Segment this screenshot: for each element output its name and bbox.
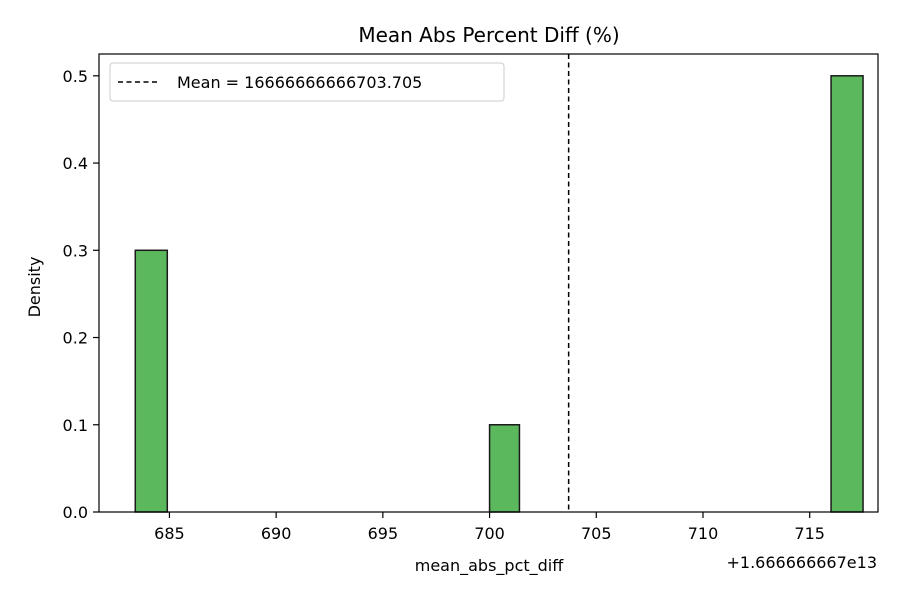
plot-frame bbox=[98, 53, 879, 513]
legend-mean-label: Mean = 16666666666703.705 bbox=[177, 73, 422, 92]
y-axis-label: Density bbox=[25, 257, 44, 318]
legend-box bbox=[109, 62, 505, 102]
x-tick-label: 690 bbox=[261, 524, 292, 543]
y-tick-label: 0.0 bbox=[63, 503, 88, 522]
histogram-bar-3 bbox=[830, 75, 864, 513]
histogram-bar-1 bbox=[134, 249, 169, 513]
x-axis-ticks: 685 690 695 700 705 710 715 bbox=[154, 512, 825, 543]
x-tick-label: 685 bbox=[154, 524, 185, 543]
x-tick-label: 700 bbox=[474, 524, 505, 543]
y-axis-ticks: 0.0 0.1 0.2 0.3 0.4 0.5 bbox=[63, 67, 99, 522]
y-tick-label: 0.1 bbox=[63, 416, 88, 435]
bars-group bbox=[134, 75, 864, 513]
y-tick-label: 0.2 bbox=[63, 329, 88, 348]
x-tick-label: 705 bbox=[581, 524, 612, 543]
x-axis-label: mean_abs_pct_diff bbox=[415, 556, 565, 576]
x-tick-label: 710 bbox=[688, 524, 719, 543]
y-tick-label: 0.5 bbox=[63, 67, 88, 86]
legend: Mean = 16666666666703.705 bbox=[109, 62, 505, 102]
x-tick-label: 715 bbox=[794, 524, 825, 543]
histogram-bar-2 bbox=[488, 424, 521, 513]
chart-title: Mean Abs Percent Diff (%) bbox=[358, 23, 619, 47]
y-tick-label: 0.4 bbox=[63, 154, 88, 173]
x-axis-offset-label: +1.666666667e13 bbox=[727, 553, 878, 572]
y-tick-label: 0.3 bbox=[63, 241, 88, 260]
x-tick-label: 695 bbox=[368, 524, 399, 543]
